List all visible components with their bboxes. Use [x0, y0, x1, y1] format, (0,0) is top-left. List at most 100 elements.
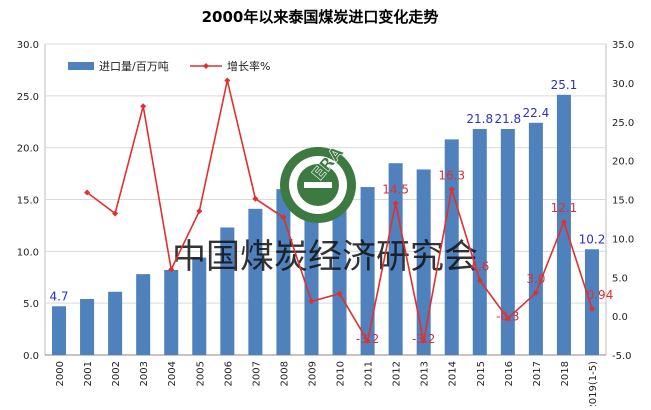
growth-rate-point — [448, 186, 455, 193]
era-logo: ERA — [280, 142, 356, 223]
watermark: 中国煤炭经济研究会 — [172, 237, 478, 277]
x-tick-label: 2012 — [392, 361, 403, 386]
x-tick-label: 2011 — [364, 361, 375, 386]
growth-rate-label: 12.1 — [551, 201, 578, 215]
logo-center-bar — [304, 182, 332, 188]
y-left-tick-label: 25.0 — [17, 92, 39, 103]
import-volume-bar — [80, 299, 95, 355]
growth-rate-point — [392, 200, 399, 207]
x-tick-label: 2008 — [279, 361, 290, 386]
y-right-tick-label: 20.0 — [612, 157, 634, 168]
y-left-tick-label: 20.0 — [17, 144, 39, 155]
growth-rate-point — [140, 103, 147, 110]
y-left-tick-label: 15.0 — [17, 196, 39, 207]
import-volume-bar — [472, 129, 487, 355]
import-volume-bar — [332, 189, 347, 355]
x-tick-label: 2017 — [532, 361, 543, 386]
legend-swatch-import-volume — [68, 62, 94, 70]
bar-value-label: 25.1 — [551, 78, 578, 92]
import-volume-bar — [388, 163, 403, 355]
import-volume-bar — [220, 227, 235, 355]
x-tick-label: 2004 — [167, 361, 178, 386]
growth-rate-point — [588, 305, 595, 312]
import-volume-bar — [136, 274, 151, 355]
growth-rate-point — [112, 210, 119, 217]
growth-rate-point — [420, 338, 427, 345]
data-labels: 4.721.8 21.8 22.425.110.2-3.214.5-3.216.34… — [49, 78, 613, 346]
import-volume-bar — [528, 122, 543, 355]
x-tick-label: 2007 — [251, 361, 262, 386]
bar-value-label: 10.2 — [579, 232, 606, 246]
legend-label-growth-rate: 增长率% — [227, 59, 270, 73]
growth-rate-label: -3.2 — [356, 332, 379, 346]
growth-rate-point — [168, 266, 175, 273]
import-volume-bar — [444, 139, 459, 355]
import-volume-bar — [108, 291, 123, 355]
growth-rate-point — [280, 214, 287, 221]
x-tick-label: 2002 — [111, 361, 122, 386]
line-series — [84, 77, 595, 345]
y-right-tick-label: 0.0 — [612, 312, 628, 323]
import-volume-bar — [416, 169, 431, 355]
legend: 进口量/百万吨 增长率% — [68, 59, 270, 73]
x-tick-label: 2006 — [223, 361, 234, 386]
growth-rate-point — [532, 289, 539, 296]
import-volume-bar — [276, 189, 291, 355]
import-volume-bar — [52, 306, 67, 355]
y-right-tick-label: 25.0 — [612, 118, 634, 129]
y-right-tick-label: 35.0 — [612, 40, 634, 51]
x-tick-label: 2016 — [504, 361, 515, 386]
import-volume-bar — [192, 257, 207, 355]
x-tick-label: 2003 — [139, 361, 150, 386]
x-tick-label: 2013 — [420, 361, 431, 386]
y-left-tick-label: 10.0 — [17, 247, 39, 258]
growth-rate-label: -0.3 — [496, 309, 519, 323]
y-left-tick-label: 0.0 — [23, 351, 39, 362]
x-tick-label: 2010 — [336, 361, 347, 386]
growth-rate-point — [336, 290, 343, 297]
legend-marker-growth-rate — [203, 63, 209, 69]
growth-rate-label: 3.0 — [526, 272, 545, 286]
x-tick-label: 2015 — [476, 361, 487, 386]
x-tick-label: 2018 — [560, 361, 571, 386]
x-tick-label: 2000 — [55, 361, 66, 386]
growth-rate-point — [196, 208, 203, 215]
growth-rate-point — [364, 338, 371, 345]
growth-rate-point — [308, 298, 315, 305]
growth-rate-point — [84, 189, 91, 196]
bar-value-label: 4.7 — [49, 289, 68, 303]
import-volume-bar — [584, 249, 599, 355]
import-volume-bar — [360, 187, 375, 355]
x-tick-label: 2014 — [448, 361, 459, 386]
growth-rate-label: -3.2 — [412, 332, 435, 346]
growth-rate-label: 4.6 — [470, 259, 489, 273]
growth-rate-label: 0.94 — [587, 288, 614, 302]
chart-title: 2000年以来泰国煤炭进口变化走势 — [202, 8, 439, 26]
import-volume-bar — [164, 269, 179, 355]
growth-rate-point — [252, 195, 259, 202]
import-volume-bar — [304, 187, 319, 355]
x-tick-label: 2019(1-5) — [588, 361, 599, 406]
x-tick-label: 2005 — [195, 361, 206, 386]
y-right-tick-label: -5.0 — [612, 351, 632, 362]
bar-value-label: 21.8 — [466, 112, 493, 126]
y-left-tick-label: 5.0 — [23, 299, 39, 310]
growth-rate-label: 16.3 — [438, 168, 465, 182]
legend-label-import-volume: 进口量/百万吨 — [99, 60, 169, 73]
growth-rate-point — [224, 77, 231, 84]
import-volume-bar — [500, 129, 515, 355]
watermark-text: 中国煤炭经济研究会 — [172, 237, 478, 277]
y-left-tick-label: 30.0 — [17, 40, 39, 51]
y-right-tick-label: 30.0 — [612, 79, 634, 90]
x-tick-label: 2009 — [307, 361, 318, 386]
growth-rate-point — [476, 277, 483, 284]
y-right-tick-label: 15.0 — [612, 196, 634, 207]
y-right-tick-label: 10.0 — [612, 234, 634, 245]
bar-value-label: 21.8 — [494, 112, 521, 126]
growth-rate-point — [504, 315, 511, 322]
bar-value-label: 22.4 — [523, 106, 550, 120]
growth-rate-point — [560, 219, 567, 226]
y-right-tick-label: 5.0 — [612, 273, 628, 284]
